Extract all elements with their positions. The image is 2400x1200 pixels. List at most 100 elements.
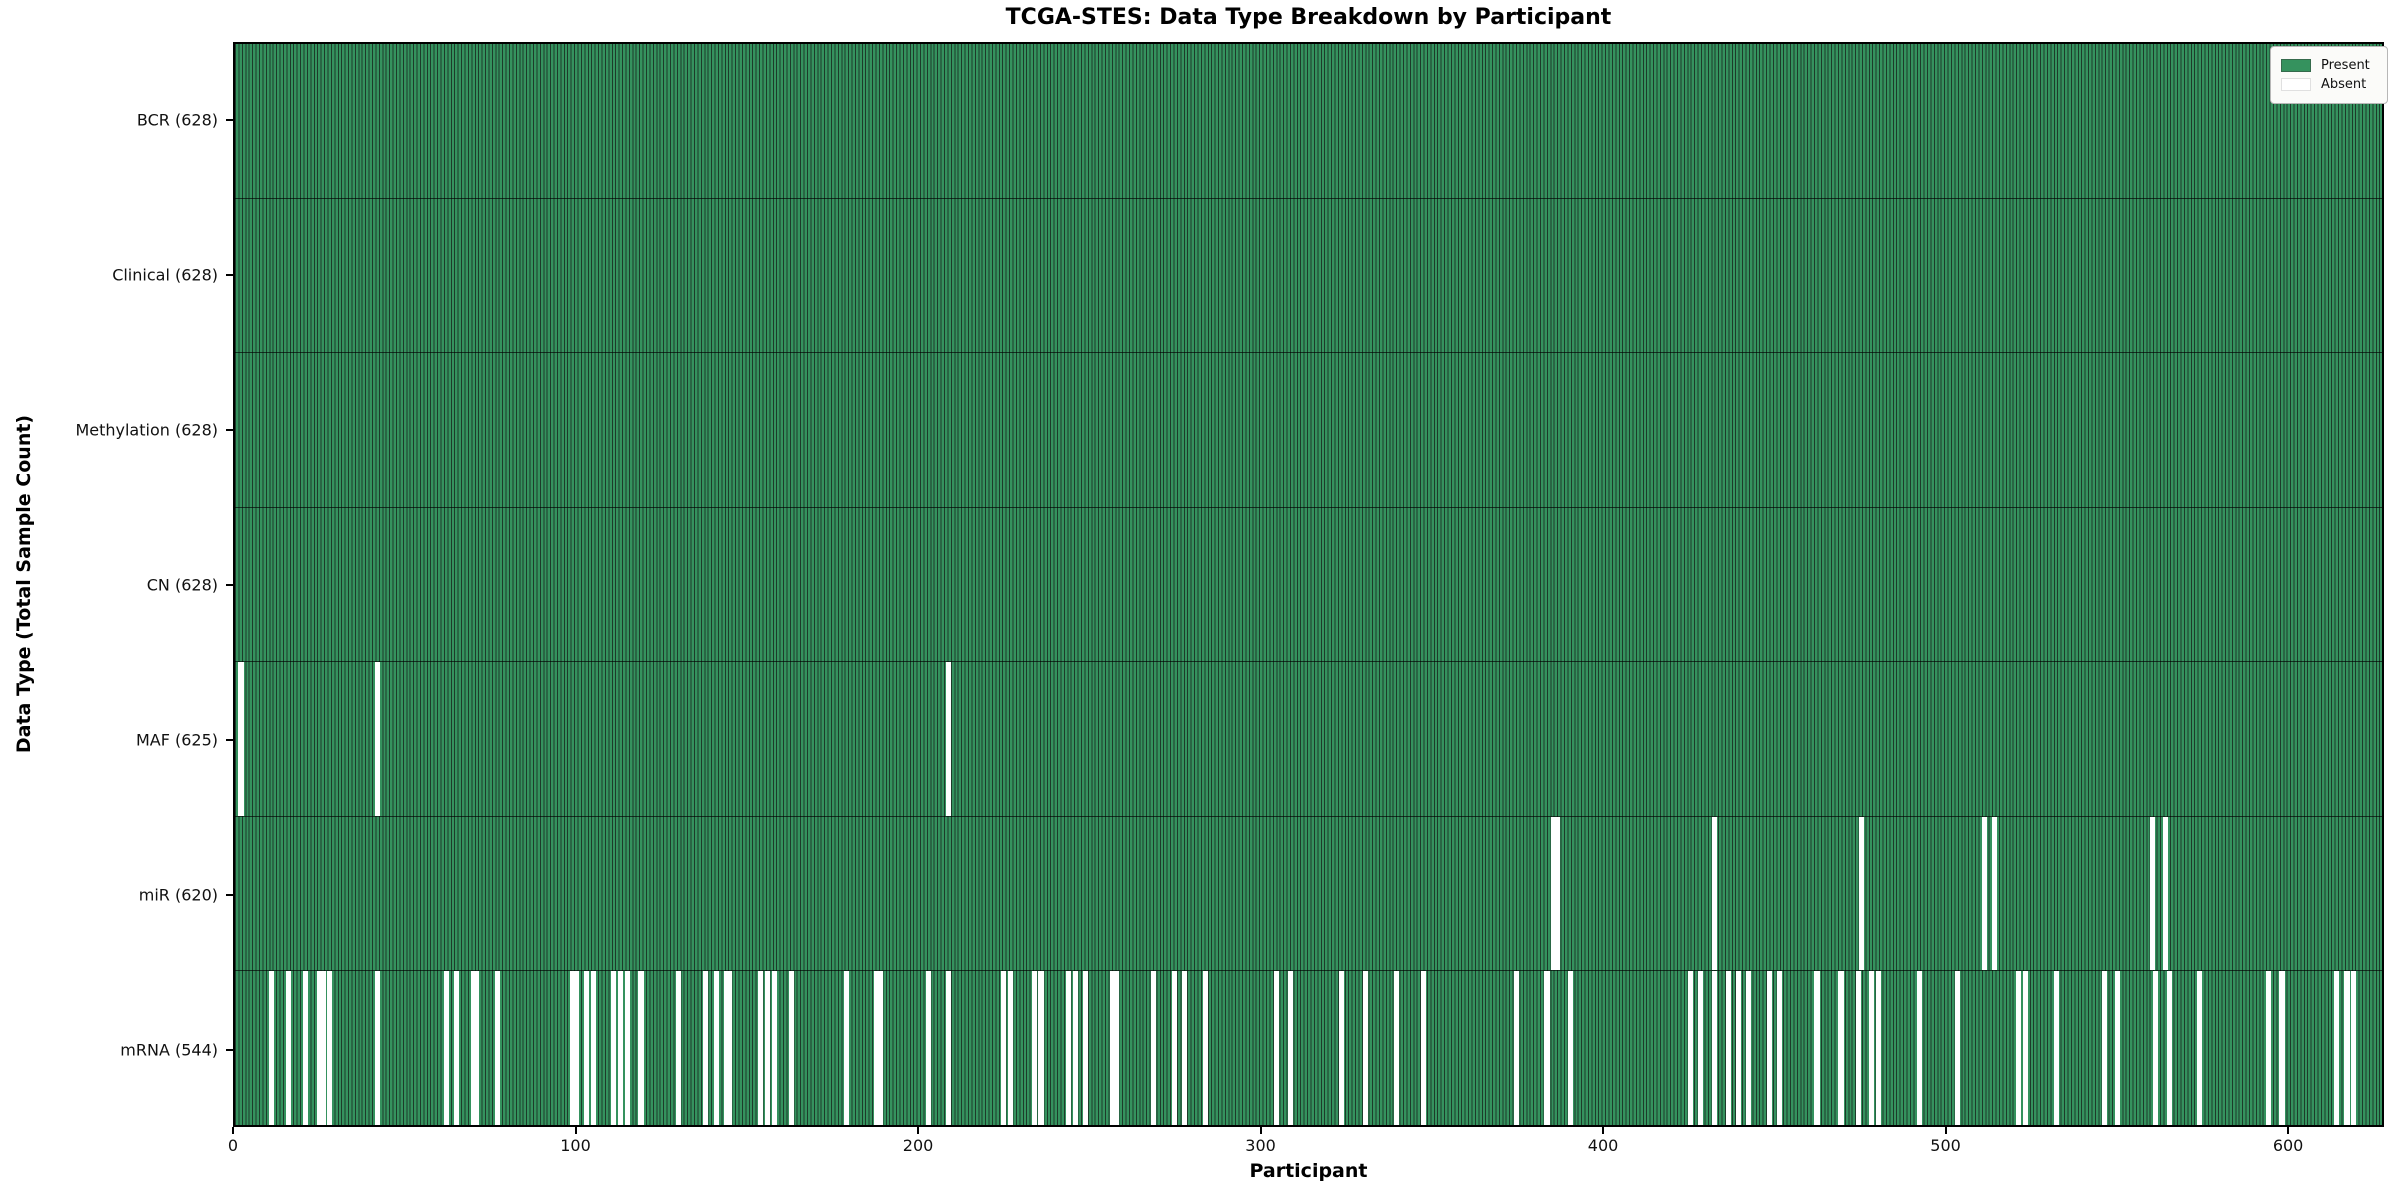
xtick-mark: [1944, 1127, 1947, 1134]
absent-gap: [453, 971, 459, 1126]
absent-gap: [443, 971, 449, 1126]
absent-gap: [788, 971, 794, 1126]
absent-gap: [583, 971, 589, 1126]
xtick-label-100: 100: [560, 1136, 591, 1155]
absent-gap: [303, 971, 309, 1126]
absent-gap: [1110, 971, 1116, 1126]
row-BCR: [235, 44, 2382, 198]
x-axis-tick-labels: 0 100 200 300 400 500 600: [228, 1136, 2384, 1158]
plot-area: [233, 42, 2384, 1127]
absent-gap: [1776, 971, 1782, 1126]
xtick-label-500: 500: [1930, 1136, 1961, 1155]
xtick-label-0: 0: [227, 1136, 239, 1155]
xtick-mark: [232, 1127, 234, 1134]
present-swatch-icon: [2281, 59, 2311, 72]
absent-gap: [1554, 816, 1560, 971]
absent-gap: [1855, 971, 1861, 1126]
legend: Present Absent: [2270, 46, 2388, 104]
ytick-mark: [226, 738, 233, 741]
ytick-mark: [226, 1048, 233, 1051]
absent-gap: [703, 971, 709, 1126]
absent-gap: [1858, 816, 1865, 971]
absent-gap: [1698, 971, 1704, 1126]
absent-gap: [1814, 971, 1820, 1126]
absent-gap: [1151, 971, 1157, 1126]
absent-gap: [1274, 971, 1280, 1126]
y-axis-label: Data Type (Total Sample Count): [13, 414, 35, 754]
absent-gap: [375, 971, 381, 1126]
absent-gap: [1746, 971, 1752, 1126]
legend-entry-present: Present: [2281, 58, 2377, 73]
absent-gap: [946, 971, 952, 1126]
absent-gap: [2334, 971, 2340, 1126]
ytick-label-BCR: BCR (628): [136, 110, 218, 129]
absent-gap: [238, 662, 244, 816]
absent-gap: [727, 971, 733, 1126]
xtick-mark: [1259, 1127, 1262, 1134]
absent-gap: [1072, 971, 1078, 1126]
absent-gap: [1917, 971, 1923, 1126]
legend-entry-absent: Absent: [2281, 77, 2377, 92]
absent-gap: [1065, 971, 1071, 1126]
absent-gap: [1687, 971, 1694, 1126]
xtick-label-600: 600: [2272, 1136, 2304, 1155]
absent-gap: [320, 971, 326, 1126]
ytick-label-MAF: MAF (625): [135, 730, 218, 749]
absent-gap: [843, 971, 849, 1126]
absent-gap: [1551, 816, 1557, 971]
absent-gap: [638, 971, 644, 1126]
ytick-label-CN: CN (628): [146, 575, 218, 594]
absent-gap: [1838, 971, 1844, 1126]
absent-gap: [1113, 971, 1119, 1126]
absent-gap: [327, 971, 333, 1126]
ytick-mark: [226, 273, 233, 276]
absent-gap: [1513, 971, 1519, 1126]
absent-gap: [1171, 971, 1177, 1126]
absent-gap: [1725, 971, 1731, 1126]
ytick-label-miR: miR (620): [138, 885, 218, 904]
absent-gap: [1711, 816, 1718, 971]
legend-label-absent: Absent: [2321, 77, 2367, 92]
absent-gap: [877, 971, 883, 1126]
absent-gap: [1038, 971, 1044, 1126]
absent-gap: [771, 971, 777, 1126]
absent-gap: [286, 971, 292, 1126]
absent-gap: [1339, 971, 1345, 1126]
absent-gap: [590, 971, 596, 1126]
row-Methylation: [235, 352, 2382, 507]
absent-gap: [474, 971, 480, 1126]
row-CN: [235, 506, 2382, 662]
absent-gap: [1082, 971, 1088, 1126]
row-mRNA: [235, 970, 2382, 1126]
xtick-mark: [2287, 1127, 2290, 1134]
absent-gap: [470, 971, 476, 1126]
absent-gap: [1982, 816, 1988, 971]
absent-gap: [1363, 971, 1369, 1126]
absent-gap: [1711, 971, 1718, 1126]
absent-gap: [1031, 971, 1037, 1126]
absent-gap: [2016, 971, 2022, 1126]
ytick-label-Methylation: Methylation (628): [75, 420, 218, 439]
absent-gap: [624, 971, 630, 1126]
absent-gap: [2053, 971, 2059, 1126]
absent-gap: [1421, 971, 1427, 1126]
absent-gap: [269, 971, 275, 1126]
ytick-mark: [226, 118, 233, 121]
absent-gap: [570, 971, 576, 1126]
absent-gap: [1544, 971, 1550, 1126]
absent-gap: [2279, 971, 2285, 1126]
absent-gap: [2166, 971, 2172, 1126]
absent-gap: [676, 971, 682, 1126]
absent-gap: [874, 971, 880, 1126]
absent-gap: [2149, 816, 2155, 971]
ytick-label-mRNA: mRNA (544): [120, 1040, 218, 1059]
xtick-mark: [574, 1127, 577, 1134]
row-MAF: [235, 661, 2382, 816]
ytick-mark: [226, 583, 233, 586]
absent-gap: [2265, 971, 2271, 1126]
absent-gap: [2197, 971, 2203, 1126]
absent-gap: [946, 662, 952, 816]
absent-gap: [2152, 971, 2159, 1126]
absent-gap: [617, 971, 623, 1126]
